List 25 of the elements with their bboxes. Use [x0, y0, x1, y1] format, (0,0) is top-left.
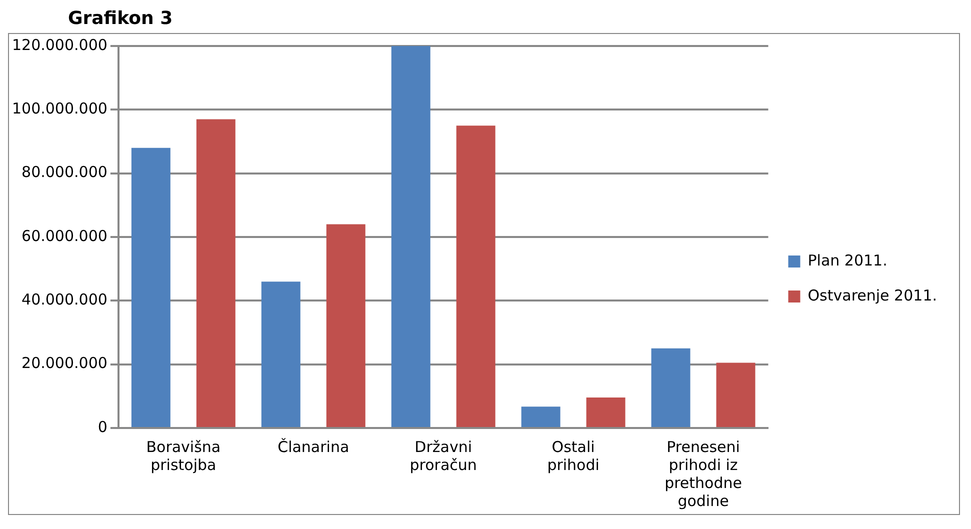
y-tick-label: 120.000.000 — [12, 36, 108, 54]
chart-title: Grafikon 3 — [68, 8, 174, 29]
bar — [456, 126, 496, 427]
x-tick-label: Ostali prihodi — [547, 438, 600, 474]
bar — [131, 148, 170, 427]
x-tick-label: Boravišna pristojba — [146, 438, 221, 474]
bar — [586, 397, 626, 427]
y-tick-label: 80.000.000 — [22, 163, 108, 182]
legend-label: Ostvarenje 2011. — [808, 286, 938, 304]
bar — [261, 282, 300, 427]
x-tick-label: Preneseni prihodi iz prethodne godine — [664, 438, 742, 510]
bar — [391, 46, 430, 427]
y-tick-label: 20.000.000 — [22, 354, 108, 372]
y-tick-label: 0 — [98, 418, 108, 436]
x-tick-label: Državni proračun — [410, 438, 477, 474]
y-tick-label: 60.000.000 — [22, 226, 108, 245]
y-tick-label: 100.000.000 — [12, 100, 108, 118]
legend-label: Plan 2011. — [808, 251, 888, 270]
x-tick-label: Članarina — [278, 438, 350, 456]
bar — [651, 348, 690, 427]
y-tick-label: 40.000.000 — [22, 290, 108, 309]
bar — [196, 119, 236, 427]
bar — [716, 362, 756, 427]
bar — [521, 406, 560, 427]
bar — [326, 224, 366, 427]
